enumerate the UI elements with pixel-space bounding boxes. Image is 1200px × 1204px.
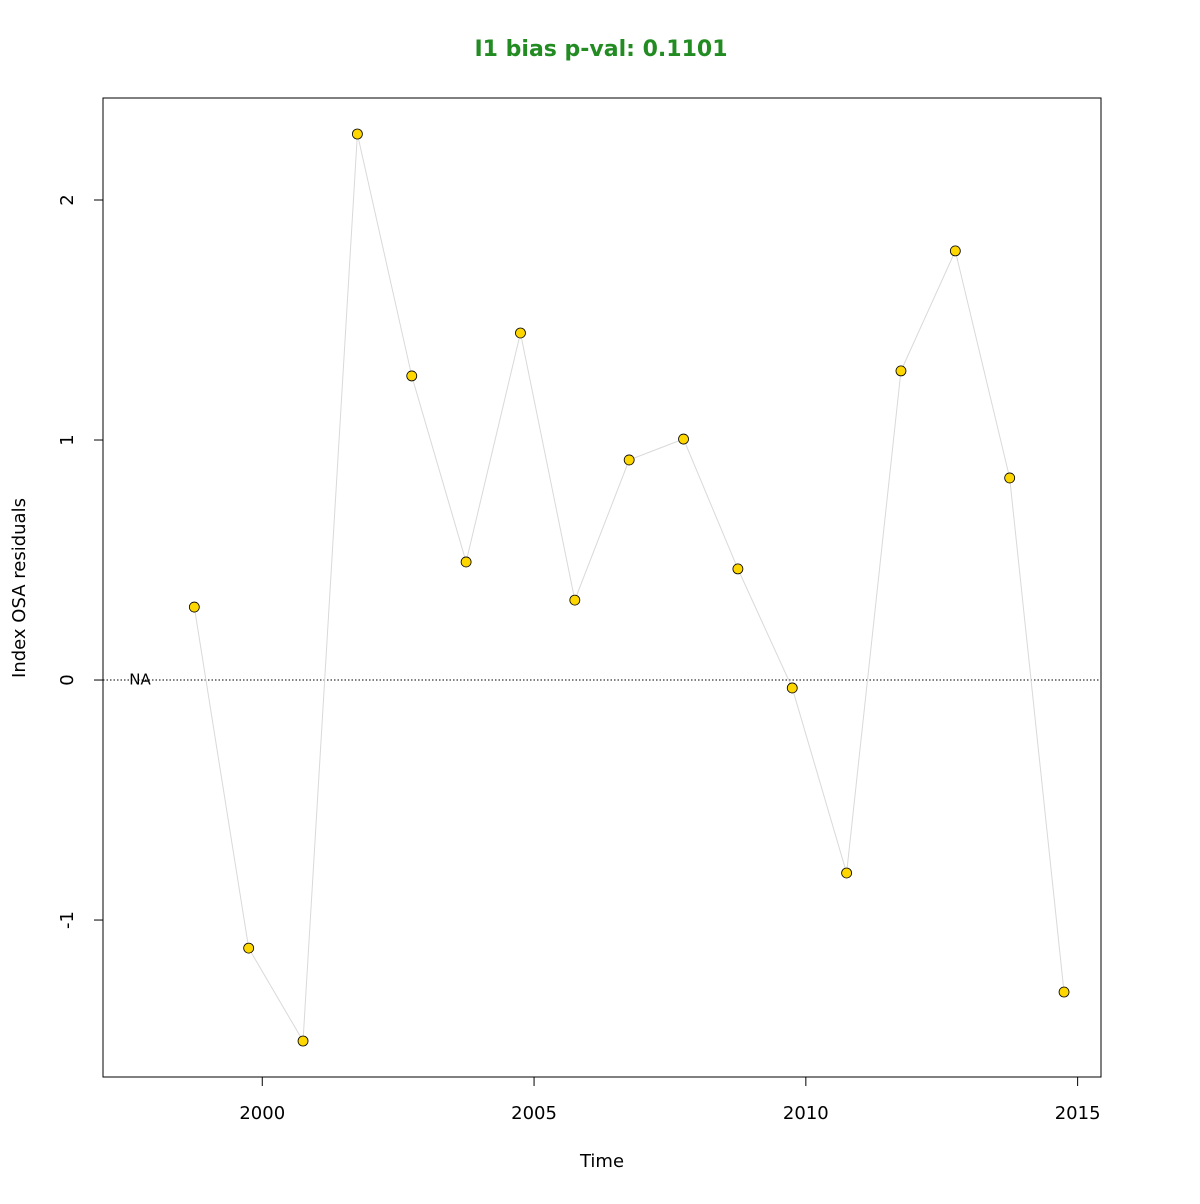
data-point — [786, 682, 798, 694]
data-point — [895, 365, 907, 377]
data-point — [406, 370, 418, 382]
data-point — [243, 942, 255, 954]
x-axis-label: Time — [579, 1151, 624, 1172]
data-point — [297, 1035, 309, 1047]
data-point — [1058, 986, 1070, 998]
data-point — [949, 245, 961, 257]
y-tick-label: 2 — [57, 194, 78, 205]
data-point — [569, 594, 581, 606]
series-line — [193, 133, 1065, 1043]
data-point — [1004, 472, 1016, 484]
data-point — [460, 556, 472, 568]
chart-title: I1 bias p-val: 0.1101 — [475, 37, 728, 62]
x-tick-label: 2000 — [239, 1103, 285, 1124]
y-tick-label: 1 — [57, 434, 78, 445]
plot-frame — [102, 97, 1102, 1078]
x-tick-label: 2015 — [1055, 1103, 1101, 1124]
data-point — [678, 433, 689, 445]
y-tick-label: -1 — [57, 911, 78, 929]
data-point — [732, 563, 744, 575]
y-axis-label: Index OSA residuals — [9, 498, 30, 678]
data-point — [351, 128, 363, 140]
data-point — [623, 454, 635, 466]
y-tick-label: 0 — [57, 674, 78, 685]
x-tick-label: 2010 — [783, 1103, 829, 1124]
data-point — [515, 327, 526, 339]
x-tick-label: 2005 — [511, 1103, 557, 1124]
data-point — [841, 867, 853, 879]
na-label: NA — [129, 671, 151, 689]
data-point — [188, 601, 200, 613]
